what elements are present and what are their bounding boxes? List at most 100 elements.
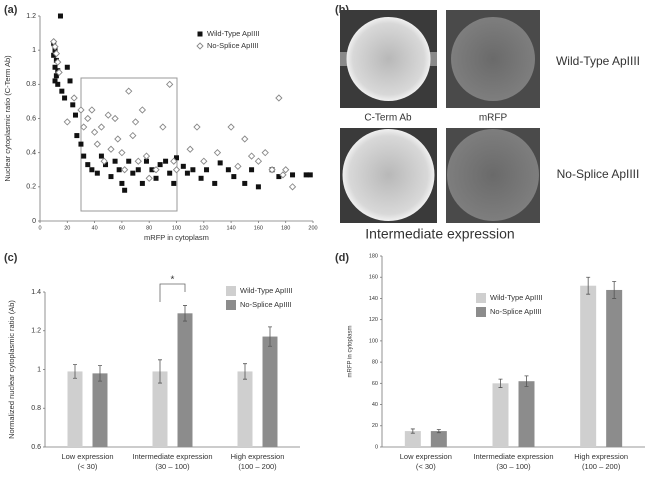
marker-square	[52, 64, 58, 70]
significance-label: *	[171, 275, 175, 286]
y-tick-label: 180	[369, 253, 378, 259]
micrograph-cell	[451, 17, 535, 101]
marker-diamond	[159, 123, 167, 131]
marker-square	[122, 187, 128, 193]
marker-diamond	[261, 149, 269, 157]
y-tick-label: 100	[369, 338, 378, 344]
y-tick-label: 1	[32, 47, 36, 54]
marker-square	[70, 102, 76, 108]
marker-diamond	[254, 157, 263, 165]
marker-square	[59, 88, 65, 94]
marker-square	[112, 158, 118, 164]
marker-square	[72, 112, 78, 118]
marker-square	[126, 158, 132, 164]
row-label: No-Splice ApIIII	[557, 167, 640, 181]
x-tick-label: 180	[281, 225, 290, 231]
error-bar	[98, 365, 102, 382]
marker-diamond	[77, 106, 85, 114]
micrograph-cell	[346, 17, 431, 101]
marker-square	[231, 174, 237, 180]
marker-diamond	[275, 94, 283, 102]
y-axis-label: Nuclear cytoplasmic ratio (C-Term Ab)	[3, 55, 12, 182]
marker-square	[153, 175, 159, 181]
y-tick-label: 80	[372, 360, 378, 366]
x-tick-label: 20	[64, 225, 70, 231]
x-tick-label: 140	[227, 225, 236, 231]
x-tick-label: (30 – 100)	[155, 462, 190, 471]
marker-diamond	[88, 106, 96, 114]
marker-square	[157, 162, 163, 168]
bar	[606, 289, 623, 447]
legend-label: No-Splice ApIIII	[490, 307, 542, 316]
x-tick-label: 0	[38, 225, 41, 231]
x-tick-label: (30 – 100)	[496, 462, 531, 471]
marker-square	[74, 133, 80, 139]
panel-label: (a)	[4, 4, 18, 16]
marker-diamond	[152, 166, 160, 174]
bar	[262, 336, 278, 447]
error-bar	[498, 378, 503, 388]
error-bar	[436, 429, 441, 434]
legend-label: No-Splice ApIIII	[207, 41, 259, 50]
marker-square	[197, 31, 203, 37]
x-tick-label: High expression	[231, 452, 285, 461]
x-tick-label: 120	[199, 225, 208, 231]
marker-diamond	[247, 152, 256, 160]
marker-square	[242, 180, 248, 186]
marker-square	[190, 167, 196, 173]
marker-diamond	[97, 123, 106, 131]
marker-square	[53, 73, 59, 79]
marker-square	[204, 167, 210, 173]
bar	[518, 381, 535, 447]
marker-square	[217, 160, 223, 166]
marker-diamond	[166, 80, 174, 88]
x-tick-label: 100	[172, 225, 181, 231]
x-tick-label: 80	[146, 225, 152, 231]
marker-diamond	[170, 157, 178, 165]
marker-square	[167, 170, 173, 176]
y-tick-label: 60	[372, 381, 378, 387]
marker-diamond	[52, 49, 61, 58]
marker-diamond	[104, 111, 112, 119]
error-bar	[73, 364, 77, 379]
x-tick-label: Intermediate expression	[473, 452, 553, 461]
marker-diamond	[134, 157, 142, 165]
marker-square	[130, 170, 136, 176]
marker-square	[180, 163, 186, 169]
y-tick-label: 160	[369, 275, 378, 281]
x-tick-label: 60	[119, 225, 125, 231]
micrograph-cell	[342, 129, 435, 221]
y-tick-label: 1.2	[26, 13, 36, 20]
bar	[152, 371, 168, 447]
y-axis-label: Normalized nuclear cytoplasmic ratio (Ab…	[7, 300, 16, 439]
legend-label: No-Splice ApIIII	[240, 300, 292, 309]
error-bar	[183, 305, 187, 322]
y-tick-label: 0.8	[31, 405, 41, 412]
y-tick-label: 1	[37, 366, 41, 373]
marker-square	[85, 162, 91, 168]
marker-diamond	[288, 183, 297, 191]
bar	[404, 431, 421, 447]
bar	[430, 431, 447, 447]
marker-square	[52, 78, 58, 84]
bar	[92, 373, 108, 447]
x-tick-label: Intermediate expression	[132, 452, 212, 461]
marker-diamond	[234, 162, 242, 170]
marker-diamond	[131, 118, 140, 126]
bar	[237, 371, 253, 447]
marker-square	[143, 158, 149, 164]
x-tick-label: High expression	[574, 452, 628, 461]
error-bar	[612, 281, 617, 299]
marker-diamond	[227, 123, 235, 131]
marker-square	[163, 158, 169, 164]
marker-square	[55, 81, 61, 87]
bar	[67, 371, 83, 447]
marker-square	[149, 167, 155, 173]
marker-square	[255, 184, 261, 190]
x-tick-label: Low expression	[61, 452, 113, 461]
marker-diamond	[279, 171, 287, 179]
marker-diamond	[107, 145, 115, 153]
marker-diamond	[193, 123, 201, 131]
marker-diamond	[114, 135, 122, 143]
